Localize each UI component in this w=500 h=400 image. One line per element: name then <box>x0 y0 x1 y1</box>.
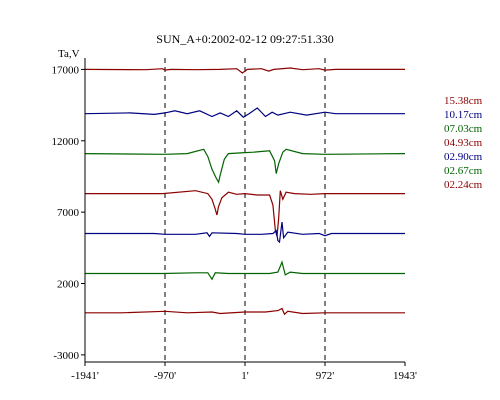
legend-item-2: 07.03cm <box>444 123 483 135</box>
vertical-guides <box>164 58 326 362</box>
series-line-3 <box>85 190 405 237</box>
legend-item-1: 10.17cm <box>444 109 483 121</box>
series-line-2 <box>84 148 406 184</box>
legend: 15.38cm 10.17cm 07.03cm 04.93cm 02.90cm 02.67… <box>444 95 483 191</box>
x-tick-label-0: -1941' <box>71 370 99 382</box>
y-tick-label-0: 17000 <box>52 64 80 76</box>
series-line-5 <box>85 260 405 281</box>
series-line-4 <box>85 222 405 244</box>
y-axis-label: Ta,V <box>58 48 80 60</box>
legend-item-6: 02.24cm <box>444 179 483 191</box>
x-tick-label-2: 1' <box>241 370 249 382</box>
y-tick-label-1: 12000 <box>52 136 80 148</box>
x-tick-label-4: 1943' <box>393 370 417 382</box>
series-group <box>84 67 406 316</box>
y-tick-label-3: 2000 <box>57 279 80 291</box>
legend-item-4: 02.90cm <box>444 151 483 163</box>
series-line-6 <box>85 307 405 316</box>
legend-item-0: 15.38cm <box>444 95 483 107</box>
axes: 17000 12000 7000 2000 -3000 -1941' -970' 1' 972'… <box>52 58 417 382</box>
series-line-0 <box>84 67 405 74</box>
x-tick-label-1: -970' <box>154 370 176 382</box>
x-tick-label-3: 972' <box>316 370 335 382</box>
y-tick-label-2: 7000 <box>57 207 80 219</box>
chart-title: SUN_A+0:2002-02-12 09:27:51.330 <box>156 32 333 46</box>
legend-item-5: 02.67cm <box>444 165 483 177</box>
legend-item-3: 04.93cm <box>444 137 483 149</box>
y-tick-label-4: -3000 <box>53 350 79 362</box>
series-line-1 <box>84 107 405 118</box>
